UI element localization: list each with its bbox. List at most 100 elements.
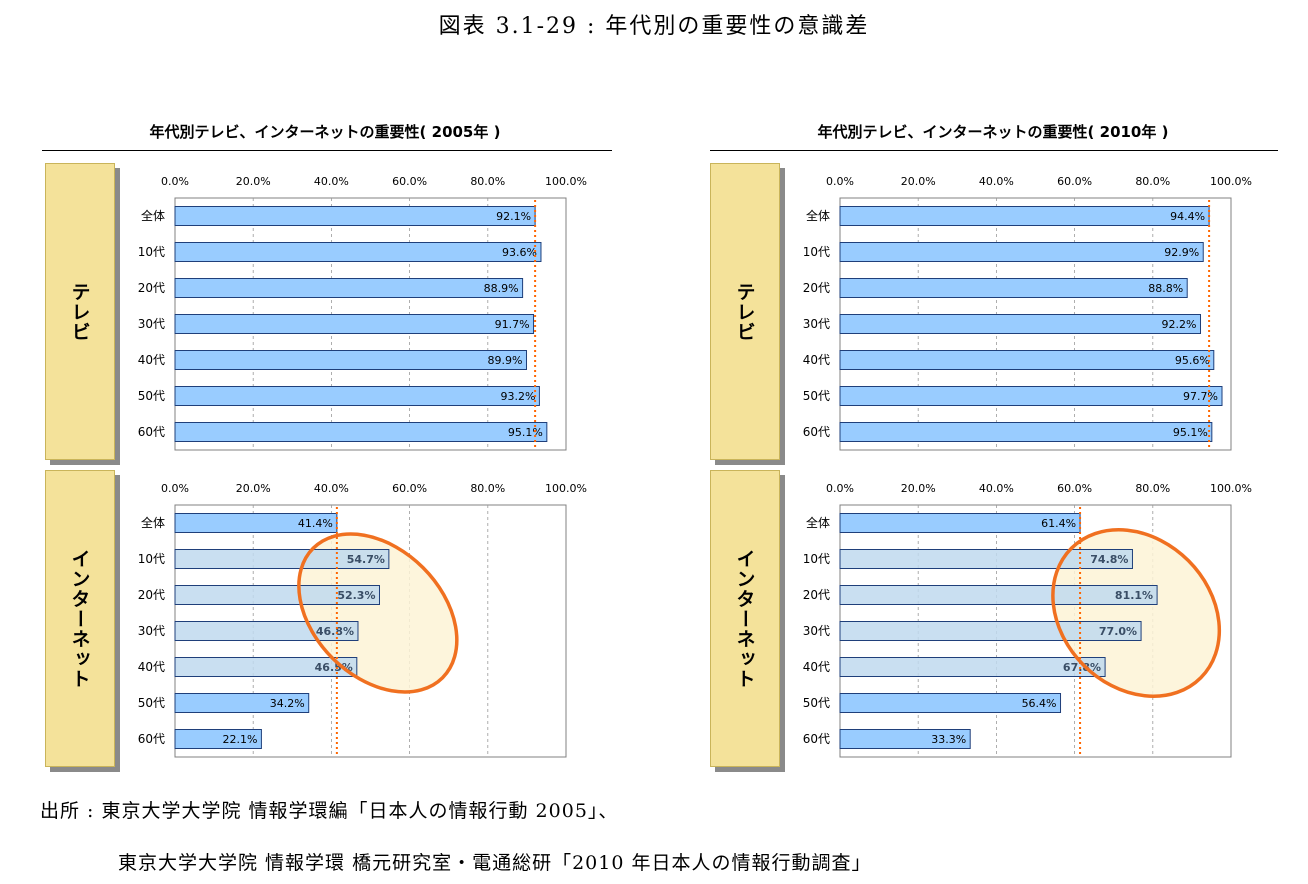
data-label: 91.7%: [495, 318, 530, 331]
bar: [839, 729, 971, 749]
bar: [839, 206, 1210, 226]
x-tick-label: 80.0%: [1135, 482, 1170, 495]
data-label: 52.3%: [337, 589, 375, 602]
data-label: 61.4%: [1041, 517, 1076, 530]
bar: [174, 729, 262, 749]
row-tag-label: テレビ: [733, 281, 756, 342]
x-tick-label: 0.0%: [826, 175, 854, 188]
x-tick-label: 80.0%: [470, 482, 505, 495]
data-label: 88.9%: [484, 282, 519, 295]
category-label: 60代: [138, 425, 165, 439]
x-tick-label: 0.0%: [161, 482, 189, 495]
x-tick-label: 0.0%: [161, 175, 189, 188]
category-label: 50代: [138, 389, 165, 403]
chart-2005-tv: 0.0% 20.0% 40.0% 60.0% 80.0% 100.0% 全体 92.1% 10代…: [138, 175, 587, 451]
row-tag-label: テレビ: [68, 281, 91, 342]
category-label: 20代: [803, 281, 830, 295]
row-tag-label: インターネット: [733, 548, 756, 689]
data-label: 33.3%: [931, 733, 966, 746]
category-label: 20代: [138, 281, 165, 295]
category-label: 20代: [138, 588, 165, 602]
data-label: 41.4%: [298, 517, 333, 530]
data-label: 93.2%: [500, 390, 535, 403]
data-label: 88.8%: [1148, 282, 1183, 295]
x-tick-label: 80.0%: [470, 175, 505, 188]
row-tag-internet-2005: インターネット: [45, 470, 115, 767]
row-tag-tv-2005: テレビ: [45, 163, 115, 460]
highlight-ellipse-fill: [1052, 529, 1220, 697]
category-label: 40代: [803, 353, 830, 367]
category-label: 20代: [803, 588, 830, 602]
x-tick-label: 60.0%: [392, 175, 427, 188]
category-label: 50代: [138, 696, 165, 710]
bar: [839, 314, 1202, 334]
x-tick-label: 60.0%: [1057, 175, 1092, 188]
row-tag-tv-2010: テレビ: [710, 163, 780, 460]
highlight-ellipse-fill: [298, 534, 457, 692]
x-tick-label: 20.0%: [236, 175, 271, 188]
data-label: 89.9%: [488, 354, 523, 367]
highlight-ellipse-outline: [297, 532, 459, 694]
data-label: 93.6%: [502, 246, 537, 259]
data-label: 46.5%: [315, 661, 353, 674]
x-tick-label: 60.0%: [1057, 482, 1092, 495]
bar: [839, 278, 1188, 298]
data-label: 92.1%: [496, 210, 531, 223]
data-label: 92.9%: [1164, 246, 1199, 259]
bar: [174, 422, 548, 442]
row-tag-label: インターネット: [68, 548, 91, 689]
x-tick-label: 40.0%: [979, 482, 1014, 495]
data-label: 81.1%: [1115, 589, 1153, 602]
data-label: 22.1%: [222, 733, 257, 746]
figure-title: 図表 3.1-29 : 年代別の重要性の意識差: [438, 14, 870, 39]
category-label: 50代: [803, 389, 830, 403]
bar: [839, 422, 1213, 442]
data-label: 56.4%: [1022, 697, 1057, 710]
category-label: 全体: [806, 515, 830, 530]
x-tick-label: 100.0%: [1210, 175, 1252, 188]
category-label: 全体: [141, 208, 165, 223]
x-tick-label: 20.0%: [236, 482, 271, 495]
data-label: 54.7%: [347, 553, 385, 566]
category-label: 40代: [803, 660, 830, 674]
data-label: 34.2%: [270, 697, 305, 710]
bar: [839, 693, 1062, 713]
x-tick-label: 40.0%: [979, 175, 1014, 188]
data-label: 74.8%: [1090, 553, 1128, 566]
category-label: 40代: [138, 353, 165, 367]
category-label: 30代: [138, 317, 165, 331]
bar: [839, 242, 1204, 262]
panel-title-rule-2010: [710, 150, 1278, 151]
data-label: 77.0%: [1099, 625, 1137, 638]
category-label: 全体: [806, 208, 830, 223]
data-label: 97.7%: [1183, 390, 1218, 403]
category-label: 30代: [803, 317, 830, 331]
highlight-ellipse-outline: [1051, 528, 1222, 698]
bar: [839, 621, 1142, 641]
category-label: 60代: [138, 732, 165, 746]
panel-title-2005: 年代別テレビ、インターネットの重要性( 2005年 ): [149, 123, 501, 141]
category-label: 30代: [803, 624, 830, 638]
chart-2010-tv: 0.0% 20.0% 40.0% 60.0% 80.0% 100.0% 全体 94.4% 10代…: [803, 175, 1252, 451]
category-label: 10代: [138, 552, 165, 566]
data-label: 95.6%: [1175, 354, 1210, 367]
x-tick-label: 40.0%: [314, 175, 349, 188]
data-label: 95.1%: [508, 426, 543, 439]
bar: [174, 585, 380, 605]
bar: [174, 206, 536, 226]
category-label: 30代: [138, 624, 165, 638]
category-label: 10代: [138, 245, 165, 259]
chart-2005-internet: 0.0% 20.0% 40.0% 60.0% 80.0% 100.0% 全体 41.4% 10代…: [138, 482, 587, 758]
bar: [174, 350, 528, 370]
chart-2010-internet: 0.0% 20.0% 40.0% 60.0% 80.0% 100.0% 全体 61.4% 10代…: [803, 482, 1252, 758]
category-label: 10代: [803, 552, 830, 566]
x-tick-label: 100.0%: [545, 482, 587, 495]
x-tick-label: 60.0%: [392, 482, 427, 495]
data-label: 46.8%: [316, 625, 354, 638]
data-label: 94.4%: [1170, 210, 1205, 223]
source-line-2: 東京大学大学院 情報学環 橋元研究室・電通総研「2010 年日本人の情報行動調査…: [118, 852, 872, 874]
x-tick-label: 0.0%: [826, 482, 854, 495]
x-tick-label: 40.0%: [314, 482, 349, 495]
category-label: 60代: [803, 425, 830, 439]
bar: [839, 585, 1158, 605]
